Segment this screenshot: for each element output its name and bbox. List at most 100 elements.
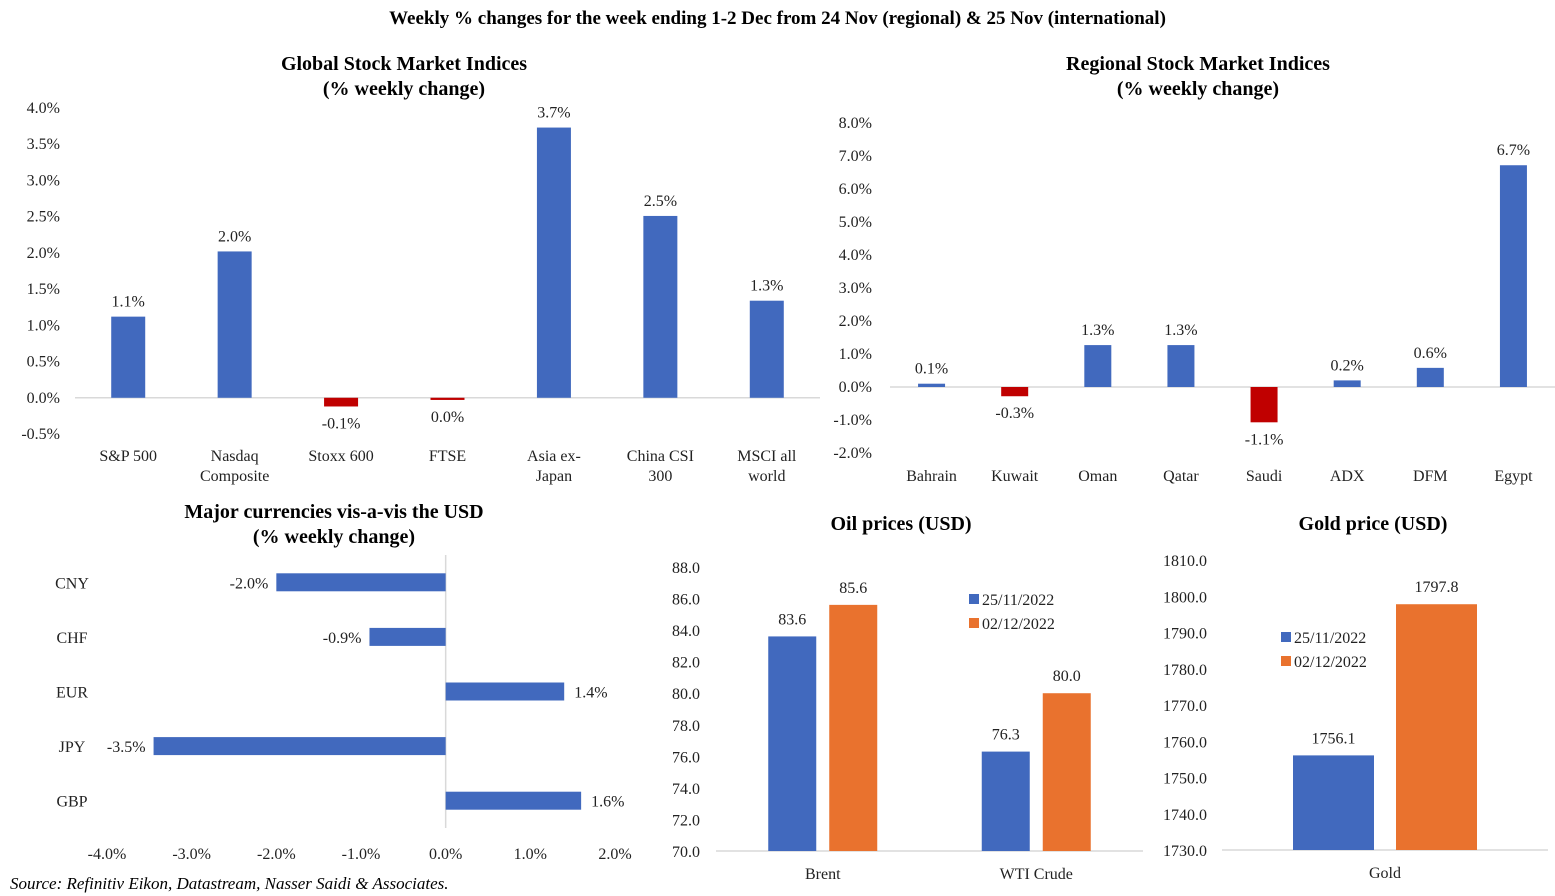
data-label: 0.1% bbox=[915, 361, 948, 378]
y-tick-label: 88.0 bbox=[672, 560, 700, 577]
data-label: -1.1% bbox=[1245, 431, 1284, 448]
y-tick-label: 1800.0 bbox=[1163, 589, 1207, 606]
bar bbox=[369, 627, 446, 646]
data-label: 2.5% bbox=[644, 193, 677, 210]
y-tick-label: 80.0 bbox=[672, 686, 700, 703]
data-label: -3.5% bbox=[107, 739, 146, 756]
category-label: Oman bbox=[1078, 468, 1117, 485]
data-label: 6.7% bbox=[1497, 142, 1530, 159]
category-label: MSCI all bbox=[737, 448, 797, 465]
category-label: GBP bbox=[56, 794, 87, 811]
data-label: 1.6% bbox=[591, 794, 624, 811]
bar bbox=[276, 573, 446, 592]
data-label: 1.3% bbox=[750, 278, 783, 295]
bar bbox=[918, 383, 946, 387]
y-tick-label: -2.0% bbox=[833, 445, 872, 462]
y-tick-label: 6.0% bbox=[839, 181, 872, 198]
y-tick-label: 0.5% bbox=[27, 354, 60, 371]
y-tick-label: 1760.0 bbox=[1163, 734, 1207, 751]
y-tick-label: 1750.0 bbox=[1163, 771, 1207, 788]
y-tick-label: 84.0 bbox=[672, 623, 700, 640]
bar bbox=[536, 127, 571, 398]
category-label: CHF bbox=[56, 630, 87, 647]
chart-title: Major currencies vis-a-vis the USD bbox=[184, 501, 483, 523]
category-label: EUR bbox=[56, 685, 88, 702]
category-label: Japan bbox=[536, 468, 572, 485]
y-tick-label: 7.0% bbox=[839, 148, 872, 165]
bar bbox=[1396, 604, 1477, 850]
category-label: WTI Crude bbox=[1000, 866, 1073, 883]
bar bbox=[445, 791, 582, 810]
x-tick-label: -4.0% bbox=[88, 846, 127, 863]
category-label: ADX bbox=[1330, 468, 1365, 485]
x-tick-label: 2.0% bbox=[598, 846, 631, 863]
legend-label: 02/12/2022 bbox=[982, 616, 1055, 633]
data-label: 85.6 bbox=[839, 580, 867, 597]
chart-title: Regional Stock Market Indices bbox=[1066, 53, 1330, 75]
y-tick-label: 72.0 bbox=[672, 812, 700, 829]
bar bbox=[324, 397, 359, 407]
y-tick-label: -1.0% bbox=[833, 412, 872, 429]
bar bbox=[1250, 387, 1278, 423]
bar bbox=[153, 737, 446, 756]
category-label: FTSE bbox=[429, 448, 466, 465]
y-tick-label: 8.0% bbox=[839, 115, 872, 132]
category-label: 300 bbox=[648, 468, 672, 485]
y-tick-label: 1740.0 bbox=[1163, 807, 1207, 824]
data-label: -0.1% bbox=[322, 415, 361, 432]
y-tick-label: 76.0 bbox=[672, 749, 700, 766]
category-label: Kuwait bbox=[991, 468, 1039, 485]
category-label: world bbox=[748, 468, 785, 485]
data-label: 3.7% bbox=[537, 105, 570, 122]
y-tick-label: 1790.0 bbox=[1163, 626, 1207, 643]
x-tick-label: 1.0% bbox=[514, 846, 547, 863]
y-tick-label: 1.0% bbox=[27, 317, 60, 334]
x-tick-label: -1.0% bbox=[342, 846, 381, 863]
chart-title: (% weekly change) bbox=[253, 526, 415, 548]
chart-title: (% weekly change) bbox=[323, 78, 485, 100]
category-label: Composite bbox=[200, 468, 269, 485]
data-label: 2.0% bbox=[218, 228, 251, 245]
legend-label: 25/11/2022 bbox=[982, 592, 1054, 609]
bar bbox=[217, 251, 252, 398]
bar bbox=[981, 751, 1030, 851]
data-label: -0.3% bbox=[995, 405, 1034, 422]
category-label: DFM bbox=[1413, 468, 1448, 485]
chart-title: Global Stock Market Indices bbox=[281, 53, 527, 75]
category-label: Qatar bbox=[1163, 468, 1199, 485]
legend-swatch bbox=[1281, 656, 1291, 666]
data-label: 1.1% bbox=[112, 294, 145, 311]
global-stock-indices-chart: Global Stock Market Indices (% weekly cha… bbox=[21, 53, 820, 485]
y-tick-label: 1.5% bbox=[27, 281, 60, 298]
category-label: Gold bbox=[1369, 865, 1401, 882]
category-label: Bahrain bbox=[906, 468, 957, 485]
data-label: -2.0% bbox=[230, 575, 269, 592]
oil-prices-chart: Oil prices (USD) 88.0 86.0 84.0 82.0 80.0 78.0… bbox=[672, 513, 1143, 883]
y-tick-label: 70.0 bbox=[672, 844, 700, 861]
x-tick-label: -3.0% bbox=[172, 846, 211, 863]
y-tick-label: -0.5% bbox=[21, 426, 60, 443]
legend-label: 02/12/2022 bbox=[1294, 654, 1367, 671]
y-tick-label: 3.0% bbox=[839, 280, 872, 297]
bar bbox=[749, 300, 784, 398]
data-label: 76.3 bbox=[992, 727, 1020, 744]
legend-swatch bbox=[1281, 632, 1291, 642]
y-tick-label: 2.0% bbox=[27, 245, 60, 262]
data-label: 1756.1 bbox=[1312, 730, 1356, 747]
bar bbox=[1293, 755, 1374, 850]
y-tick-label: 1730.0 bbox=[1163, 843, 1207, 860]
bar bbox=[768, 636, 817, 851]
data-label: 0.0% bbox=[431, 409, 464, 426]
y-tick-label: 1780.0 bbox=[1163, 662, 1207, 679]
category-label: CNY bbox=[55, 575, 89, 592]
data-label: 1.3% bbox=[1081, 322, 1114, 339]
y-tick-label: 0.0% bbox=[839, 379, 872, 396]
chart-title: (% weekly change) bbox=[1117, 78, 1279, 100]
y-tick-label: 4.0% bbox=[839, 247, 872, 264]
y-tick-label: 4.0% bbox=[27, 100, 60, 117]
category-label: Brent bbox=[805, 866, 841, 883]
legend-swatch bbox=[969, 618, 979, 628]
bar bbox=[829, 604, 878, 851]
data-label: 80.0 bbox=[1053, 668, 1081, 685]
bar bbox=[445, 682, 565, 701]
